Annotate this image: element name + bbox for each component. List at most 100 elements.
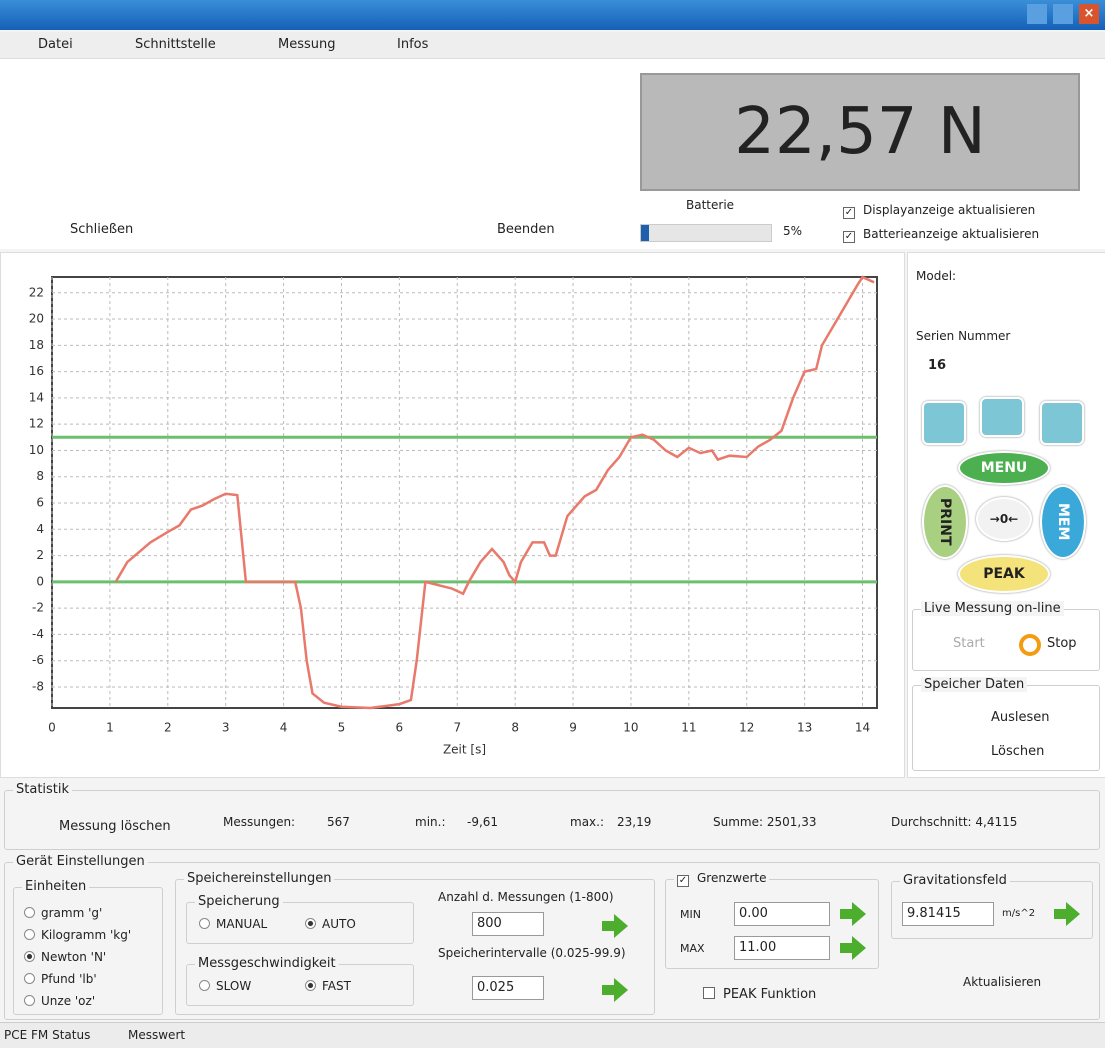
- radio-label: FAST: [322, 979, 351, 993]
- menu-item[interactable]: Datei: [38, 37, 73, 52]
- y-tick-label: 20: [29, 312, 44, 326]
- min-limit-input[interactable]: 0.00: [734, 902, 830, 926]
- unit-radio[interactable]: Pfund 'lb': [24, 968, 131, 990]
- radio-label: SLOW: [216, 979, 252, 993]
- apply-max[interactable]: [840, 936, 866, 960]
- x-tick-label: 1: [106, 721, 114, 735]
- max-value: 23,19: [617, 815, 652, 829]
- close-window[interactable]: ×: [1079, 4, 1099, 24]
- statistics-group: Statistik Messung löschen Messungen: 567…: [4, 782, 1100, 850]
- status-text: PCE FM Status: [4, 1028, 91, 1042]
- force-display: 22,57 N: [640, 73, 1080, 191]
- unit-radio[interactable]: Kilogramm 'kg': [24, 924, 131, 946]
- read-button[interactable]: Auslesen: [991, 710, 1050, 725]
- live-group: Live Messung on-line Start Stop: [912, 601, 1100, 671]
- sum-value: Summe: 2501,33: [713, 815, 817, 829]
- max-label: max.:: [570, 815, 605, 829]
- y-tick-label: -8: [32, 679, 44, 693]
- minimize-window[interactable]: [1027, 4, 1047, 24]
- checkbox-label: Displayanzeige aktualisieren: [863, 203, 1036, 217]
- unit-radio[interactable]: Unze 'oz': [24, 990, 131, 1012]
- radio-label: MANUAL: [216, 917, 268, 931]
- x-tick-label: 4: [280, 721, 288, 735]
- min-limit-label: MIN: [680, 908, 701, 921]
- peak-checkbox[interactable]: PEAK Funktion: [703, 987, 816, 1002]
- y-tick-label: 14: [29, 390, 44, 404]
- serial-value: 16: [928, 358, 947, 373]
- max-limit-input[interactable]: 11.00: [734, 936, 830, 960]
- menu-item[interactable]: Schnittstelle: [135, 37, 216, 52]
- battery-update-checkbox[interactable]: ✓ Batterieanzeige aktualisieren: [843, 227, 1040, 243]
- zero-key[interactable]: →0←: [976, 497, 1032, 541]
- radio-label: AUTO: [322, 917, 356, 931]
- plot-area: [51, 276, 878, 709]
- delete-button[interactable]: Löschen: [991, 744, 1045, 759]
- apply-min[interactable]: [840, 902, 866, 926]
- model-label: Model:: [916, 269, 957, 283]
- limits-checkbox[interactable]: ✓ Grenzwerte: [674, 871, 770, 887]
- print-key[interactable]: PRINT: [922, 485, 968, 559]
- y-tick-label: 2: [36, 548, 44, 562]
- device-panel: Model: Serien Nummer 16 MENU PRINT MEM →…: [907, 252, 1105, 778]
- start-button[interactable]: Start: [953, 636, 985, 651]
- x-tick-label: 3: [222, 721, 230, 735]
- stop-button[interactable]: Stop: [1047, 636, 1077, 651]
- count-input[interactable]: 800: [472, 912, 544, 936]
- menu-item[interactable]: Messung: [278, 37, 336, 52]
- group-title: Gravitationsfeld: [900, 873, 1010, 888]
- battery-value: 5%: [783, 224, 803, 238]
- x-tick-label: 13: [797, 721, 812, 735]
- status-text: Messwert: [128, 1028, 186, 1042]
- y-tick-label: 10: [29, 443, 44, 457]
- checkbox-label: Batterieanzeige aktualisieren: [863, 227, 1040, 241]
- settings-group: Gerät Einstellungen Einheiten gramm 'g' …: [4, 854, 1100, 1020]
- radio-label: Kilogramm 'kg': [41, 928, 132, 942]
- speed-radio[interactable]: FAST: [305, 979, 351, 993]
- gravity-input[interactable]: 9.81415: [902, 902, 994, 926]
- checkbox-label: PEAK Funktion: [723, 987, 817, 1002]
- group-title: Einheiten: [22, 879, 90, 894]
- unit-radio[interactable]: Newton 'N': [24, 946, 131, 968]
- group-title: Speicherung: [195, 894, 283, 909]
- refresh-button[interactable]: Aktualisieren: [963, 975, 1042, 989]
- display-update-checkbox[interactable]: ✓ Displayanzeige aktualisieren: [843, 203, 1036, 219]
- key-button[interactable]: [1040, 401, 1084, 445]
- menu-key[interactable]: MENU: [958, 451, 1050, 485]
- interval-input[interactable]: 0.025: [472, 976, 544, 1000]
- key-button[interactable]: [980, 397, 1024, 437]
- battery-level: [641, 225, 649, 241]
- min-label: min.:: [415, 815, 446, 829]
- close-button[interactable]: Schließen: [70, 222, 134, 237]
- unit-radio[interactable]: gramm 'g': [24, 902, 131, 924]
- speed-radio[interactable]: SLOW: [199, 979, 251, 993]
- x-tick-label: 5: [338, 721, 346, 735]
- group-title: Speichereinstellungen: [184, 871, 335, 886]
- mode-radio[interactable]: MANUAL: [199, 917, 267, 931]
- mem-key[interactable]: MEM: [1040, 485, 1086, 559]
- x-tick-label: 10: [623, 721, 638, 735]
- x-tick-label: 7: [453, 721, 461, 735]
- group-title: Gerät Einstellungen: [13, 854, 148, 869]
- key-button[interactable]: [922, 401, 966, 445]
- exit-button[interactable]: Beenden: [497, 222, 555, 237]
- mode-radio[interactable]: AUTO: [305, 917, 356, 931]
- x-tick-label: 14: [855, 721, 870, 735]
- x-axis-label: Zeit [s]: [443, 743, 486, 757]
- count-value: 567: [327, 815, 350, 829]
- peak-key[interactable]: PEAK: [958, 555, 1050, 593]
- y-tick-label: 6: [36, 496, 44, 510]
- average-value: Durchschnitt: 4,4115: [891, 815, 1018, 829]
- y-tick-label: 8: [36, 469, 44, 483]
- x-tick-label: 9: [569, 721, 577, 735]
- apply-interval[interactable]: [602, 978, 628, 1002]
- apply-count[interactable]: [602, 914, 628, 938]
- menu-item[interactable]: Infos: [397, 37, 429, 52]
- y-tick-label: 4: [36, 522, 44, 536]
- storage-group: Speichereinstellungen Speicherung MANUAL…: [175, 871, 655, 1015]
- serial-label: Serien Nummer: [916, 329, 1011, 343]
- x-tick-label: 12: [739, 721, 754, 735]
- clear-button[interactable]: Messung löschen: [59, 819, 171, 834]
- maximize-window[interactable]: [1053, 4, 1073, 24]
- units-group: Einheiten gramm 'g' Kilogramm 'kg' Newto…: [13, 879, 163, 1015]
- apply-gravity[interactable]: [1054, 902, 1080, 926]
